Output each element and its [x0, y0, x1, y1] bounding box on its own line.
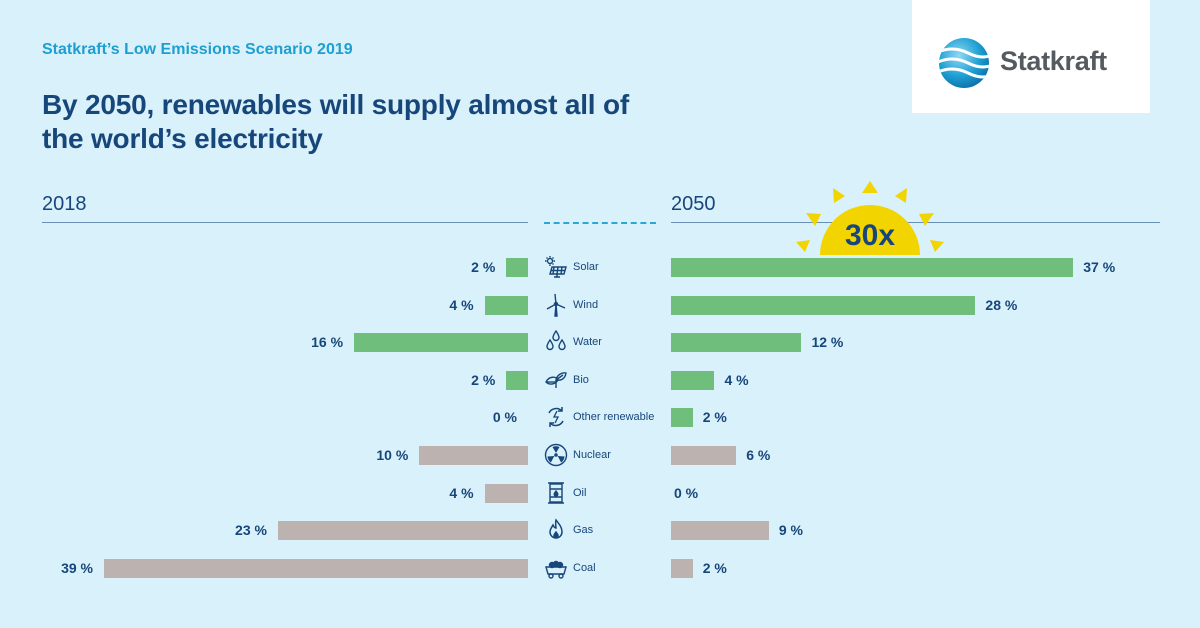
value-2050-nuclear: 6 % [746, 447, 771, 463]
category-label-gas: Gas [573, 524, 594, 536]
bar-2018-bio [506, 371, 528, 390]
value-2050-solar: 37 % [1083, 259, 1116, 275]
category-label-bio: Bio [573, 374, 589, 386]
value-2018-water: 16 % [311, 334, 344, 350]
value-2050-oil: 0 % [674, 485, 699, 501]
globe-wave-logo-icon [939, 38, 989, 88]
value-2018-oil: 4 % [449, 485, 474, 501]
divider-left [42, 222, 528, 223]
chart-subtitle: Statkraft’s Low Emissions Scenario 2019 [42, 41, 353, 58]
logo-text: Statkraft [1000, 46, 1107, 76]
bar-2050-bio [671, 371, 715, 390]
category-label-solar: Solar [573, 261, 599, 273]
category-label-oil: Oil [573, 487, 587, 499]
divider-right [671, 222, 1160, 223]
logo-panel: Statkraft [912, 0, 1150, 113]
wind-turbine-icon [544, 293, 568, 317]
value-2050-water: 12 % [811, 334, 844, 350]
value-2018-wind: 4 % [449, 297, 474, 313]
category-label-nuclear: Nuclear [573, 449, 611, 461]
bar-2050-gas [671, 521, 769, 540]
bar-2018-nuclear [419, 446, 528, 465]
chart-title: By 2050, renewables will supply almost a… [42, 89, 629, 154]
bar-2018-oil [484, 484, 528, 503]
recycle-icon [544, 405, 568, 429]
value-2050-coal: 2 % [702, 560, 727, 576]
coal-cart-icon [544, 556, 568, 580]
year-label-right: 2050 [671, 193, 716, 215]
value-2018-nuclear: 10 % [376, 447, 409, 463]
value-2018-gas: 23 % [235, 522, 267, 538]
category-label-other-renewable: Other renewable [573, 411, 655, 423]
bar-2018-coal [104, 559, 528, 578]
value-2018-coal: 39 % [61, 560, 93, 576]
bar-2018-wind [484, 296, 528, 315]
divider-middle-dashed [544, 222, 656, 224]
bar-2018-gas [277, 521, 528, 540]
bar-2018-water [354, 333, 528, 352]
value-2050-gas: 9 % [778, 522, 803, 538]
category-label-coal: Coal [573, 562, 596, 574]
badge-text: 30x [845, 219, 895, 252]
radiation-icon [544, 443, 568, 467]
bar-2050-wind [671, 296, 976, 315]
oil-barrel-icon [544, 481, 568, 505]
leaf-icon [544, 368, 568, 392]
sun-icon [796, 181, 944, 255]
value-2018-other-renewable: 0 % [492, 409, 517, 425]
bar-2050-other-renewable [671, 408, 693, 427]
value-2050-wind: 28 % [985, 297, 1018, 313]
category-label-wind: Wind [573, 299, 599, 311]
solar-panel-icon [544, 255, 568, 279]
value-2018-solar: 2 % [471, 259, 496, 275]
gas-flame-icon [544, 518, 568, 542]
category-label-water: Water [573, 336, 602, 348]
value-2050-other-renewable: 2 % [702, 409, 727, 425]
bar-2018-solar [506, 258, 528, 277]
value-2050-bio: 4 % [724, 372, 749, 388]
bar-2050-nuclear [671, 446, 737, 465]
bar-2050-water [671, 333, 802, 352]
water-drops-icon [544, 330, 568, 354]
bar-2050-solar [671, 258, 1074, 277]
year-label-left: 2018 [42, 193, 87, 215]
value-2018-bio: 2 % [471, 372, 496, 388]
bar-2050-coal [671, 559, 693, 578]
